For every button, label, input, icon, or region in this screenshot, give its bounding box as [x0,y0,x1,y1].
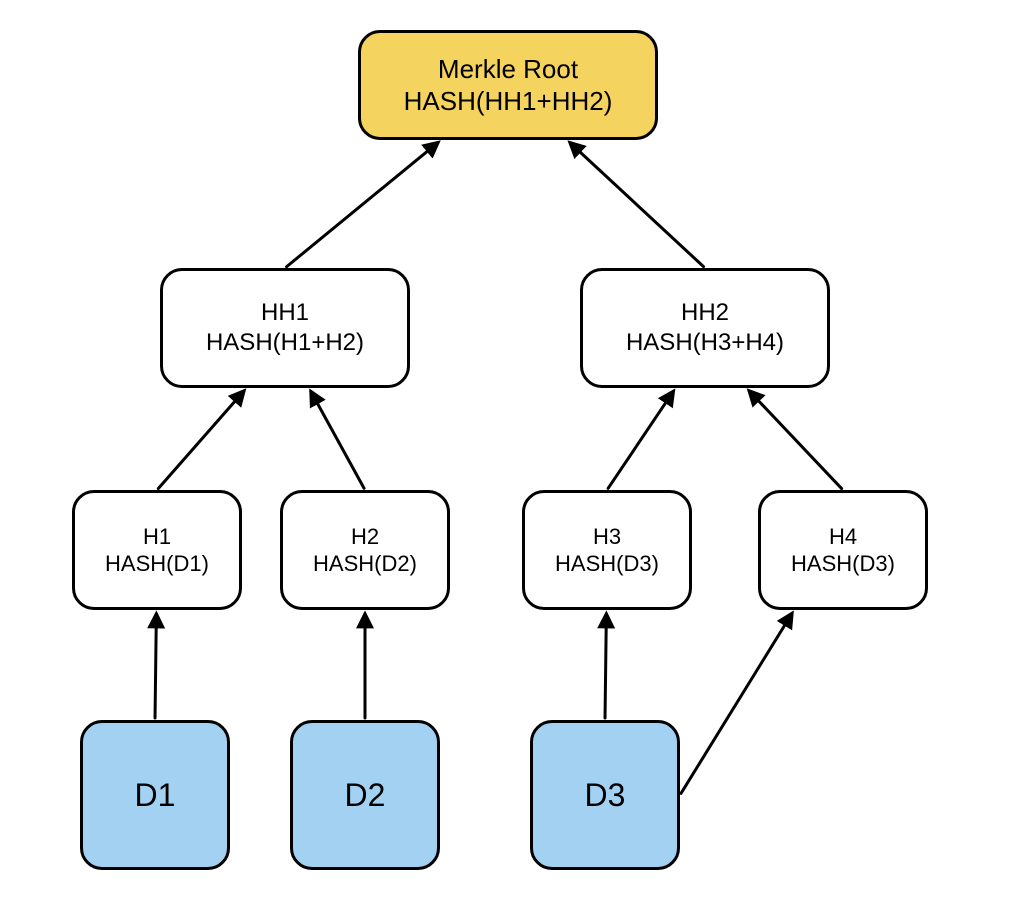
edge-d1-to-h1 [155,614,156,718]
node-h1: H1HASH(D1) [72,490,242,610]
node-h2-line2: HASH(D2) [313,550,417,578]
edge-hh1-to-root [287,143,438,267]
node-h3: H3HASH(D3) [522,490,692,610]
edge-hh2-to-root [570,143,704,267]
node-root-line2: HASH(HH1+HH2) [404,85,613,118]
node-h4-line1: H4 [829,523,857,551]
edge-h2-to-hh1 [311,392,364,489]
node-h3-line1: H3 [593,523,621,551]
node-h1-line2: HASH(D1) [105,550,209,578]
node-d1-line1: D1 [135,775,176,815]
node-hh1-line2: HASH(H1+H2) [206,328,364,358]
edge-h1-to-hh1 [158,391,244,488]
edge-d3-to-h3 [605,614,606,718]
node-h1-line1: H1 [143,523,171,551]
node-d2: D2 [290,720,440,870]
node-h3-line2: HASH(D3) [555,550,659,578]
node-d1: D1 [80,720,230,870]
edge-h3-to-hh2 [608,391,673,488]
node-hh2: HH2HASH(H3+H4) [580,268,830,388]
node-h4-line2: HASH(D3) [791,550,895,578]
node-d3-line1: D3 [585,775,626,815]
edge-h4-to-hh2 [749,391,841,489]
node-hh1-line1: HH1 [261,298,309,328]
node-d3: D3 [530,720,680,870]
node-root-line1: Merkle Root [438,53,578,86]
node-hh1: HH1HASH(H1+H2) [160,268,410,388]
merkle-tree-diagram: Merkle RootHASH(HH1+HH2)HH1HASH(H1+H2)HH… [0,0,1024,908]
node-d2-line1: D2 [345,775,386,815]
node-hh2-line1: HH2 [681,298,729,328]
node-root: Merkle RootHASH(HH1+HH2) [358,30,658,140]
node-h2: H2HASH(D2) [280,490,450,610]
node-h4: H4HASH(D3) [758,490,928,610]
node-hh2-line2: HASH(H3+H4) [626,328,784,358]
edge-d3-to-h4 [681,613,792,793]
node-h2-line1: H2 [351,523,379,551]
